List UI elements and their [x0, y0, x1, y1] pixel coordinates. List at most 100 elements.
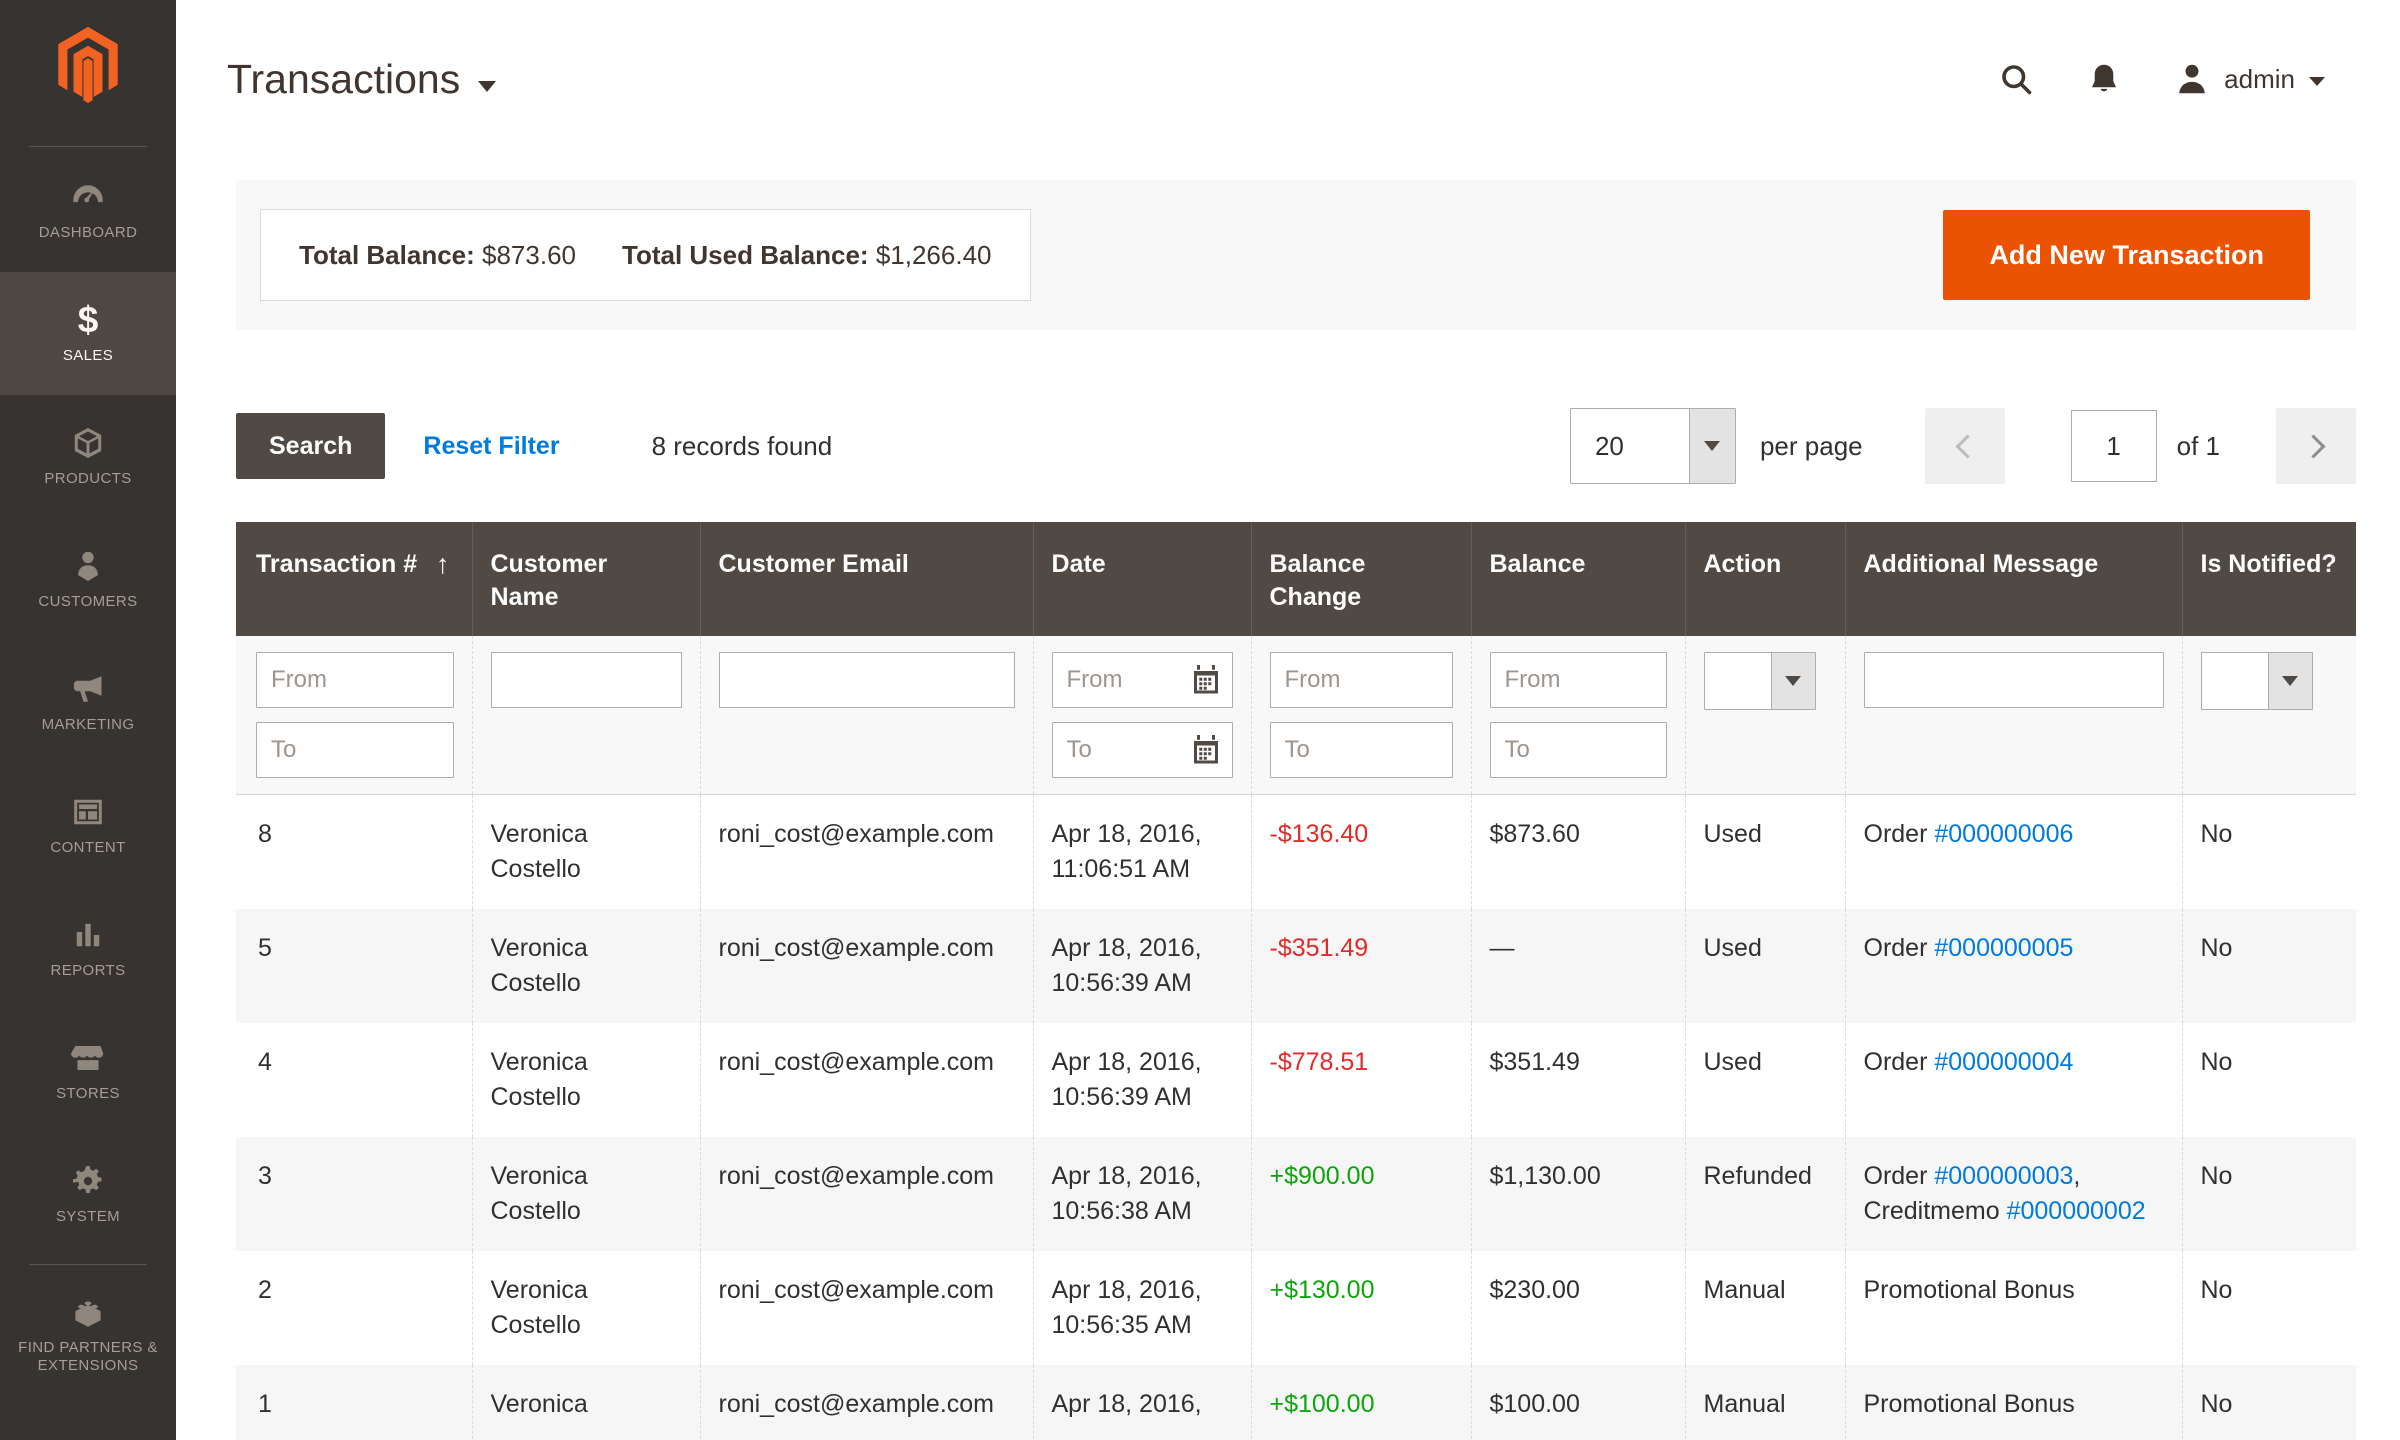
sidebar-item-products[interactable]: PRODUCTS: [0, 395, 176, 518]
filter-balance-to[interactable]: [1489, 722, 1667, 778]
dollar-icon: $: [77, 299, 99, 340]
filter-customer-email[interactable]: [718, 652, 1015, 708]
cell-action: Used: [1684, 794, 1845, 909]
column-header-label: Is Notified?: [2200, 550, 2337, 578]
column-header-transaction[interactable]: Transaction # ↑: [236, 522, 472, 636]
page-title: Transactions: [227, 55, 461, 102]
cell-customer-name: Veronica Costello: [471, 794, 700, 909]
title-caret-icon[interactable]: [478, 80, 497, 92]
cell-additional-message: Order #000000003, Creditmemo #000000002: [1844, 1137, 2182, 1251]
grid-toolbar: Search Reset Filter 8 records found 20 p…: [236, 408, 2356, 484]
cell-balance: $1,130.00: [1470, 1137, 1685, 1251]
select-arrow-icon: [2267, 653, 2312, 709]
sidebar-item-label: MARKETING: [41, 716, 135, 733]
balance-change-amount: -$351.49: [1269, 934, 1369, 962]
sidebar-item-marketing[interactable]: MARKETING: [0, 641, 176, 764]
column-header-balance-change[interactable]: Balance Change: [1250, 522, 1471, 636]
total-balance: Total Balance: $873.60: [299, 240, 576, 271]
cell-is-notified: No: [2181, 1251, 2356, 1365]
cell-customer-name: Veronica Costello: [471, 1137, 700, 1251]
total-balance-value: $873.60: [482, 239, 576, 270]
calendar-icon[interactable]: [1188, 732, 1224, 768]
cell-customer-email: roni_cost@example.com: [699, 794, 1033, 909]
table-row: 2 Veronica Costello roni_cost@example.com Ap…: [236, 1251, 2356, 1365]
reports-barchart-icon: [70, 917, 106, 953]
cell-customer-name: Veronica Costello: [471, 909, 700, 1023]
add-new-transaction-button[interactable]: Add New Transaction: [1943, 210, 2310, 300]
grid-body: 8 Veronica Costello roni_cost@example.com Ap…: [236, 794, 2356, 1440]
filter-cell-action: [1684, 636, 1845, 795]
column-header-action[interactable]: Action: [1684, 522, 1845, 636]
cell-balance: $100.00: [1470, 1365, 1685, 1440]
filter-is-notified-select[interactable]: [2200, 652, 2313, 710]
sidebar-item-content[interactable]: CONTENT: [0, 764, 176, 887]
filter-additional-message[interactable]: [1863, 652, 2164, 708]
cell-additional-message: Promotional Bonus: [1844, 1251, 2182, 1365]
total-used-balance-label: Total Used Balance:: [622, 239, 869, 270]
next-page-button[interactable]: [2276, 408, 2356, 484]
cell-customer-email: roni_cost@example.com: [699, 1251, 1033, 1365]
search-button[interactable]: Search: [236, 413, 386, 479]
column-header-additional-message[interactable]: Additional Message: [1844, 522, 2182, 636]
order-link[interactable]: #000000004: [1934, 1048, 2074, 1076]
order-link[interactable]: #000000003: [1934, 1162, 2074, 1190]
column-header-customer-email[interactable]: Customer Email: [699, 522, 1033, 636]
filter-transaction-to[interactable]: [256, 722, 454, 778]
filter-transaction-from[interactable]: [256, 652, 454, 708]
sort-ascending-icon: ↑: [436, 549, 450, 579]
filter-date-to[interactable]: [1051, 722, 1233, 778]
sidebar-nav: DASHBOARD $ SALES PRODUCTS CUSTOMERS MARKETIN…: [0, 149, 176, 1396]
magento-logo[interactable]: [0, 0, 176, 104]
sidebar-item-sales[interactable]: $ SALES: [0, 272, 176, 395]
per-page-select[interactable]: 20: [1569, 408, 1736, 484]
filter-balance-change-from[interactable]: [1269, 652, 1453, 708]
filter-action-select[interactable]: [1703, 652, 1816, 710]
reset-filter-link[interactable]: Reset Filter: [423, 431, 560, 460]
filter-date-from[interactable]: [1051, 652, 1233, 708]
sidebar-item-partners[interactable]: FIND PARTNERS & EXTENSIONS: [0, 1273, 176, 1396]
search-icon[interactable]: [1998, 61, 2034, 97]
sidebar-item-customers[interactable]: CUSTOMERS: [0, 518, 176, 641]
sidebar-item-reports[interactable]: REPORTS: [0, 887, 176, 1010]
table-row: 3 Veronica Costello roni_cost@example.com Ap…: [236, 1137, 2356, 1251]
admin-account-menu[interactable]: admin: [2174, 61, 2325, 97]
filter-balance-change-to[interactable]: [1269, 722, 1453, 778]
column-header-customer-name[interactable]: Customer Name: [471, 522, 700, 636]
calendar-icon[interactable]: [1188, 662, 1224, 698]
column-header-balance[interactable]: Balance: [1470, 522, 1685, 636]
filter-customer-name[interactable]: [490, 652, 682, 708]
current-page-input[interactable]: [2070, 410, 2157, 482]
column-header-date[interactable]: Date: [1032, 522, 1251, 636]
cell-is-notified: No: [2181, 1137, 2356, 1251]
filter-cell-balance: [1470, 636, 1685, 795]
cell-balance-change: +$100.00: [1250, 1365, 1471, 1440]
sidebar-item-dashboard[interactable]: DASHBOARD: [0, 149, 176, 272]
cell-balance: —: [1470, 909, 1685, 1023]
notifications-bell-icon[interactable]: [2086, 61, 2122, 97]
column-header-is-notified[interactable]: Is Notified?: [2181, 522, 2356, 636]
total-balance-label: Total Balance:: [299, 239, 475, 270]
cell-customer-name: Veronica: [471, 1365, 700, 1440]
admin-username: admin: [2224, 63, 2295, 94]
balance-change-amount: -$136.40: [1269, 820, 1369, 848]
per-page-label: per page: [1759, 430, 1863, 461]
order-link[interactable]: #000000006: [1934, 820, 2074, 848]
sidebar-item-system[interactable]: SYSTEM: [0, 1133, 176, 1256]
order-link[interactable]: #000000005: [1934, 934, 2074, 962]
order-link[interactable]: #000000002: [2006, 1197, 2146, 1225]
column-header-label: Transaction #: [256, 550, 418, 578]
sidebar-item-label: SYSTEM: [55, 1208, 121, 1225]
customers-person-icon: [70, 548, 106, 584]
sidebar-item-stores[interactable]: STORES: [0, 1010, 176, 1133]
sidebar-item-label: PRODUCTS: [44, 470, 132, 487]
cell-balance-change: -$778.51: [1250, 1023, 1471, 1137]
cell-customer-email: roni_cost@example.com: [699, 1365, 1033, 1440]
cell-additional-message: Promotional Bonus: [1844, 1365, 2182, 1440]
filter-cell-transaction: [236, 636, 472, 795]
cell-action: Manual: [1684, 1365, 1845, 1440]
cell-balance-change: -$351.49: [1250, 909, 1471, 1023]
filter-balance-from[interactable]: [1489, 652, 1667, 708]
column-header-label: Date: [1051, 550, 1106, 578]
previous-page-button[interactable]: [1924, 408, 2005, 484]
filter-cell-is-notified: [2181, 636, 2356, 795]
